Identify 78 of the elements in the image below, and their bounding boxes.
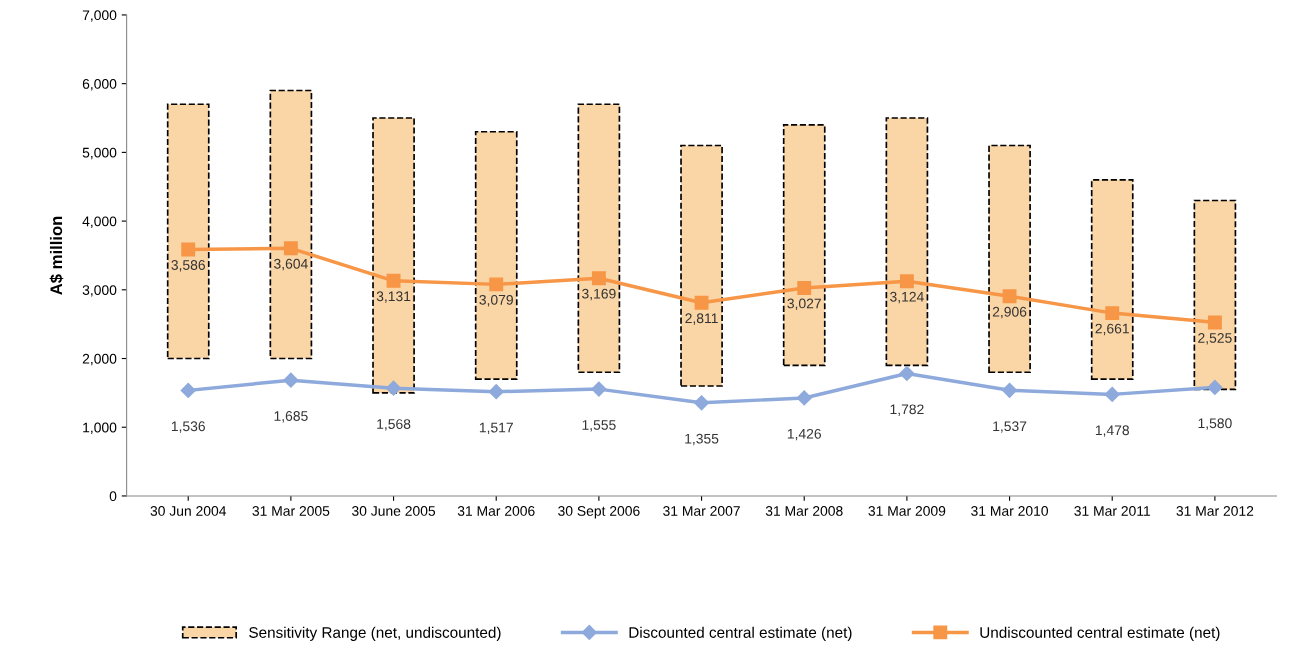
point	[591, 271, 606, 286]
x-tick-label: 31 Mar 2010	[971, 506, 1049, 516]
bar	[474, 130, 518, 380]
point	[1207, 379, 1223, 395]
x-tick-label: 30 Sept 2006	[558, 506, 640, 519]
point	[1105, 306, 1120, 321]
x-tick-label: 30 Jun 2004	[150, 506, 227, 516]
x-tick-label: 31 Mar 2007	[663, 506, 740, 516]
point	[797, 281, 812, 295]
point	[1207, 315, 1222, 330]
point	[1104, 386, 1120, 402]
data-label: 2,811	[685, 313, 718, 325]
data-label: 1,568	[377, 419, 411, 431]
bar	[885, 117, 929, 367]
point	[693, 395, 710, 411]
data-label: 2,906	[992, 306, 1027, 319]
y-tick-label: 4,000	[82, 216, 117, 228]
data-label: 1,685	[274, 411, 308, 423]
x-tick-label: 30 June 2005	[352, 506, 436, 516]
point	[1002, 289, 1017, 304]
data-label: 2,525	[1198, 333, 1232, 345]
data-label: 3,169	[582, 288, 616, 301]
bar	[680, 144, 723, 387]
bar	[372, 117, 415, 394]
data-label: 1,555	[582, 420, 616, 432]
x-tick-label: 31 Mar 2011	[1074, 506, 1151, 516]
x-tick-label: 31 Mar 2006	[457, 506, 535, 516]
x-tick-label: 31 Mar 2009	[868, 506, 946, 516]
data-label: 1,536	[171, 421, 205, 433]
bar	[577, 103, 621, 374]
point	[181, 242, 196, 257]
legend-label: Sensitivity Range (net, undiscounted)	[249, 626, 501, 641]
data-label: 3,079	[479, 294, 513, 307]
point	[386, 273, 401, 288]
data-label: 1,355	[685, 433, 719, 446]
legend-label: Discounted central estimate (net)	[629, 626, 852, 641]
y-tick-label: 0	[109, 491, 117, 502]
y-tick-label: 6,000	[82, 79, 117, 91]
data-label: 3,124	[890, 291, 924, 304]
data-label: 2,661	[1095, 323, 1129, 336]
data-label: 3,586	[171, 260, 205, 272]
data-label: 1,478	[1095, 425, 1129, 437]
data-label: 1,580	[1198, 418, 1232, 430]
point	[694, 295, 709, 310]
legend-label: Undiscounted central estimate (net)	[980, 626, 1220, 641]
y-tick-label: 5,000	[82, 147, 117, 160]
data-label: 3,027	[787, 298, 821, 310]
y-tick-label: 3,000	[82, 285, 117, 297]
x-tick-label: 31 Mar 2005	[252, 506, 330, 516]
data-label: 3,131	[376, 291, 411, 303]
point	[180, 382, 196, 398]
point	[899, 274, 914, 289]
point	[899, 365, 915, 382]
bar	[988, 144, 1031, 374]
point	[488, 384, 504, 400]
data-label: 1,426	[787, 428, 821, 441]
bar	[1090, 179, 1134, 380]
y-tick-label: 2,000	[82, 353, 117, 366]
bar	[269, 89, 313, 360]
point	[796, 390, 812, 406]
point	[591, 381, 607, 397]
data-label: 1,782	[890, 404, 924, 416]
y-tick-label: 1,000	[83, 422, 117, 435]
data-label: 1,517	[479, 422, 513, 435]
point	[385, 380, 402, 396]
point	[1001, 382, 1018, 398]
bar	[782, 124, 826, 367]
x-tick-label: 31 Mar 2008	[765, 506, 843, 516]
y-axis-title: A$ million	[49, 216, 64, 295]
x-tick-label: 31 Mar 2012	[1176, 506, 1254, 516]
point	[489, 277, 504, 292]
data-label: 3,604	[274, 258, 308, 271]
bar	[1193, 199, 1237, 391]
y-tick-label: 7,000	[82, 10, 117, 22]
point	[283, 372, 299, 388]
data-label: 1,537	[993, 421, 1027, 433]
bar	[166, 103, 210, 360]
point	[283, 241, 298, 256]
